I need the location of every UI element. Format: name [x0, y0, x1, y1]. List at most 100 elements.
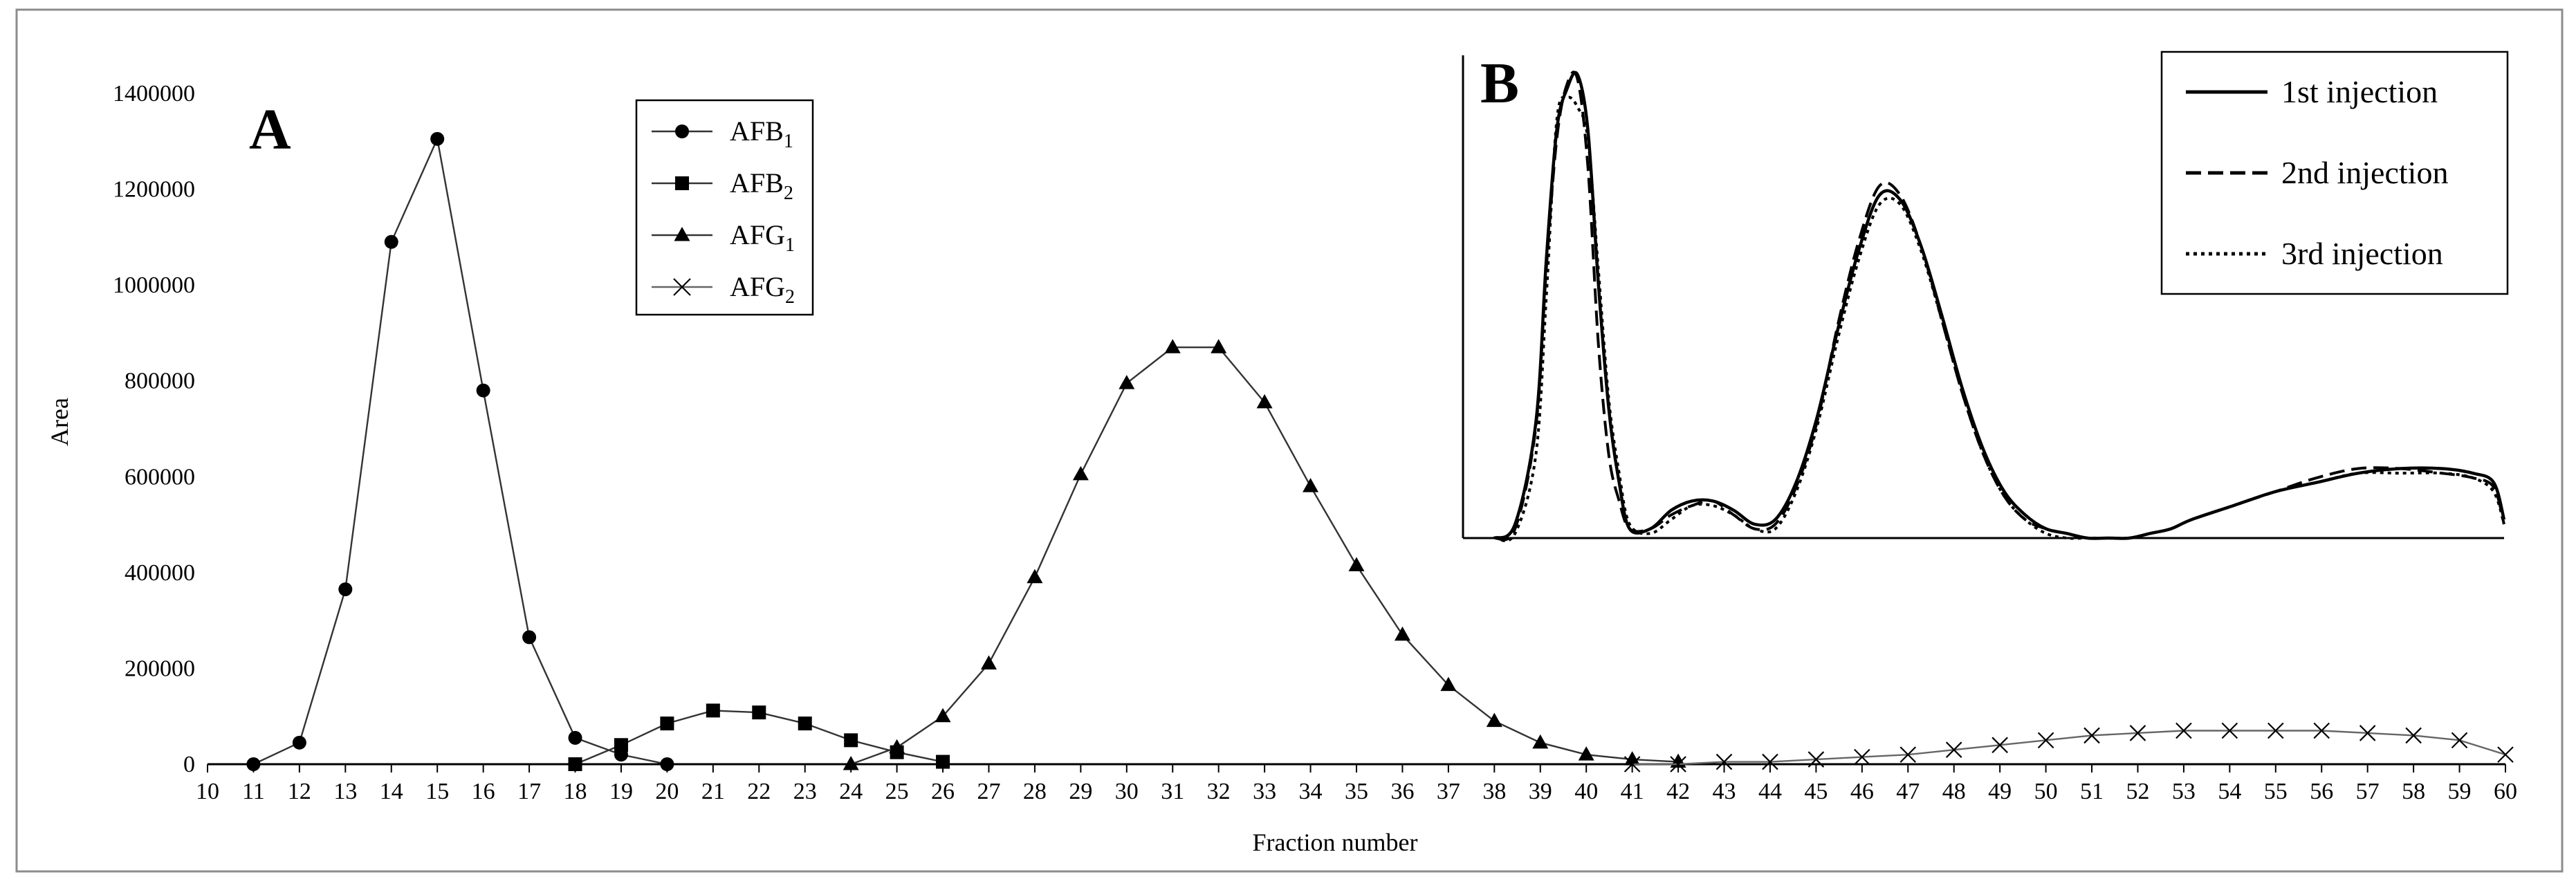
- data-point-x: [1899, 746, 1917, 763]
- x-tick-label: 38: [1482, 779, 1506, 804]
- data-point-triangle: [1027, 568, 1043, 584]
- x-tick-label: 23: [793, 779, 817, 804]
- y-tick-label: 600000: [125, 464, 195, 490]
- data-point-circle: [522, 630, 537, 645]
- x-tick-label: 25: [885, 779, 909, 804]
- series-afg2: [1623, 722, 2514, 773]
- y-tick-label: 400000: [125, 560, 195, 586]
- data-point-x: [2129, 725, 2146, 741]
- y-tick-label: 1400000: [113, 81, 195, 107]
- inset-legend-entry: 3rd injection: [2186, 236, 2443, 271]
- legend-label-subscript: 2: [785, 286, 795, 308]
- data-point-x: [2451, 732, 2468, 749]
- y-tick-label: 0: [183, 752, 195, 777]
- data-point-x: [1807, 751, 1825, 768]
- x-tick-label: 35: [1345, 779, 1368, 804]
- data-point-square: [660, 716, 674, 731]
- x-tick-label: 49: [1988, 779, 2012, 804]
- x-tick-label: 11: [242, 779, 265, 804]
- y-tick-label: 1000000: [113, 272, 195, 298]
- legend-label-subscript: 1: [785, 234, 795, 256]
- legend-entry: AFG2: [652, 271, 795, 308]
- data-point-triangle: [1624, 751, 1641, 766]
- data-point-x: [1670, 756, 1686, 773]
- x-tick-label: 19: [609, 779, 633, 804]
- data-point-x: [1762, 753, 1778, 770]
- data-point-square: [706, 703, 720, 718]
- panel-b-legend: 1st injection 2nd injection 3rd injection: [2160, 50, 2509, 295]
- data-point-circle: [568, 730, 582, 745]
- x-tick-label: 31: [1161, 779, 1184, 804]
- y-tick-label: 800000: [125, 369, 195, 394]
- legend-marker-circle: [675, 124, 689, 138]
- data-point-square: [936, 755, 950, 769]
- data-point-circle: [338, 582, 353, 597]
- x-tick-label: 56: [2310, 779, 2333, 804]
- figure-frame: [15, 8, 2564, 873]
- y-tick-label: 1200000: [113, 177, 195, 203]
- data-point-triangle: [1164, 339, 1181, 353]
- panel-a-x-ticks: 10 11 12 13 14 15 16 17 18 19 20 21 22 23 24 25 26 27 28 29…: [196, 764, 2517, 804]
- inset-legend-label: 3rd injection: [2281, 236, 2443, 271]
- x-tick-label: 36: [1390, 779, 1414, 804]
- data-point-circle: [246, 757, 261, 771]
- x-tick-label: 21: [701, 779, 725, 804]
- data-point-square: [798, 716, 812, 731]
- data-point-square: [568, 757, 582, 771]
- data-point-circle: [476, 383, 490, 398]
- x-tick-label: 14: [380, 779, 403, 804]
- x-tick-label: 10: [196, 779, 219, 804]
- data-point-triangle: [1256, 394, 1273, 409]
- panel-a-y-ticks: 0 200000 400000 600000 800000 1000000 1200000 1…: [113, 81, 195, 777]
- x-tick-label: 18: [564, 779, 587, 804]
- x-tick-label: 46: [1850, 779, 1874, 804]
- x-tick-label: 44: [1758, 779, 1782, 804]
- data-point-triangle: [1578, 746, 1594, 761]
- panel-a: 10 11 12 13 14 15 16 17 18 19 20 21 22 23 24 25 26 27 28 29…: [46, 81, 2517, 856]
- x-tick-label: 51: [2080, 779, 2104, 804]
- x-tick-label: 48: [1942, 779, 1966, 804]
- x-tick-label: 33: [1253, 779, 1276, 804]
- legend-label: AFB1: [730, 115, 793, 152]
- data-point-triangle: [935, 707, 951, 723]
- data-point-triangle: [1072, 465, 1089, 481]
- legend-label: AFG1: [730, 219, 795, 256]
- data-point-x: [2083, 727, 2100, 744]
- legend-entry: AFG1: [652, 219, 795, 256]
- x-tick-label: 39: [1529, 779, 1552, 804]
- data-point-triangle: [1394, 626, 1410, 641]
- data-point-circle: [430, 131, 445, 146]
- data-point-triangle: [1348, 557, 1365, 571]
- x-tick-label: 32: [1207, 779, 1231, 804]
- data-point-x: [2313, 722, 2330, 739]
- legend-label: AFG2: [730, 271, 795, 308]
- data-point-x: [2221, 722, 2238, 739]
- data-point-x: [1854, 748, 1870, 766]
- data-point-triangle: [1440, 676, 1457, 692]
- x-tick-label: 30: [1115, 779, 1139, 804]
- x-tick-label: 60: [2494, 779, 2517, 804]
- inset-legend-label: 1st injection: [2281, 74, 2438, 109]
- data-point-square: [614, 738, 628, 752]
- data-point-triangle: [889, 739, 905, 754]
- y-tick-label: 200000: [125, 656, 195, 681]
- x-tick-label: 13: [333, 779, 357, 804]
- legend-label: AFB2: [730, 167, 793, 204]
- x-tick-label: 15: [425, 779, 449, 804]
- data-point-circle: [660, 757, 674, 771]
- data-point-circle: [292, 735, 306, 750]
- x-tick-label: 28: [1023, 779, 1047, 804]
- x-tick-label: 34: [1299, 779, 1323, 804]
- x-tick-label: 59: [2448, 779, 2472, 804]
- x-tick-label: 54: [2218, 779, 2241, 804]
- x-tick-label: 50: [2034, 779, 2058, 804]
- x-tick-label: 42: [1666, 779, 1690, 804]
- data-point-triangle: [1119, 375, 1135, 389]
- x-tick-label: 45: [1804, 779, 1828, 804]
- x-tick-label: 20: [655, 779, 679, 804]
- x-tick-label: 16: [472, 779, 495, 804]
- inset-legend-label: 2nd injection: [2281, 155, 2448, 190]
- x-tick-label: 37: [1437, 779, 1460, 804]
- data-point-x: [2405, 727, 2422, 744]
- panel-b-label: B: [1480, 51, 1519, 115]
